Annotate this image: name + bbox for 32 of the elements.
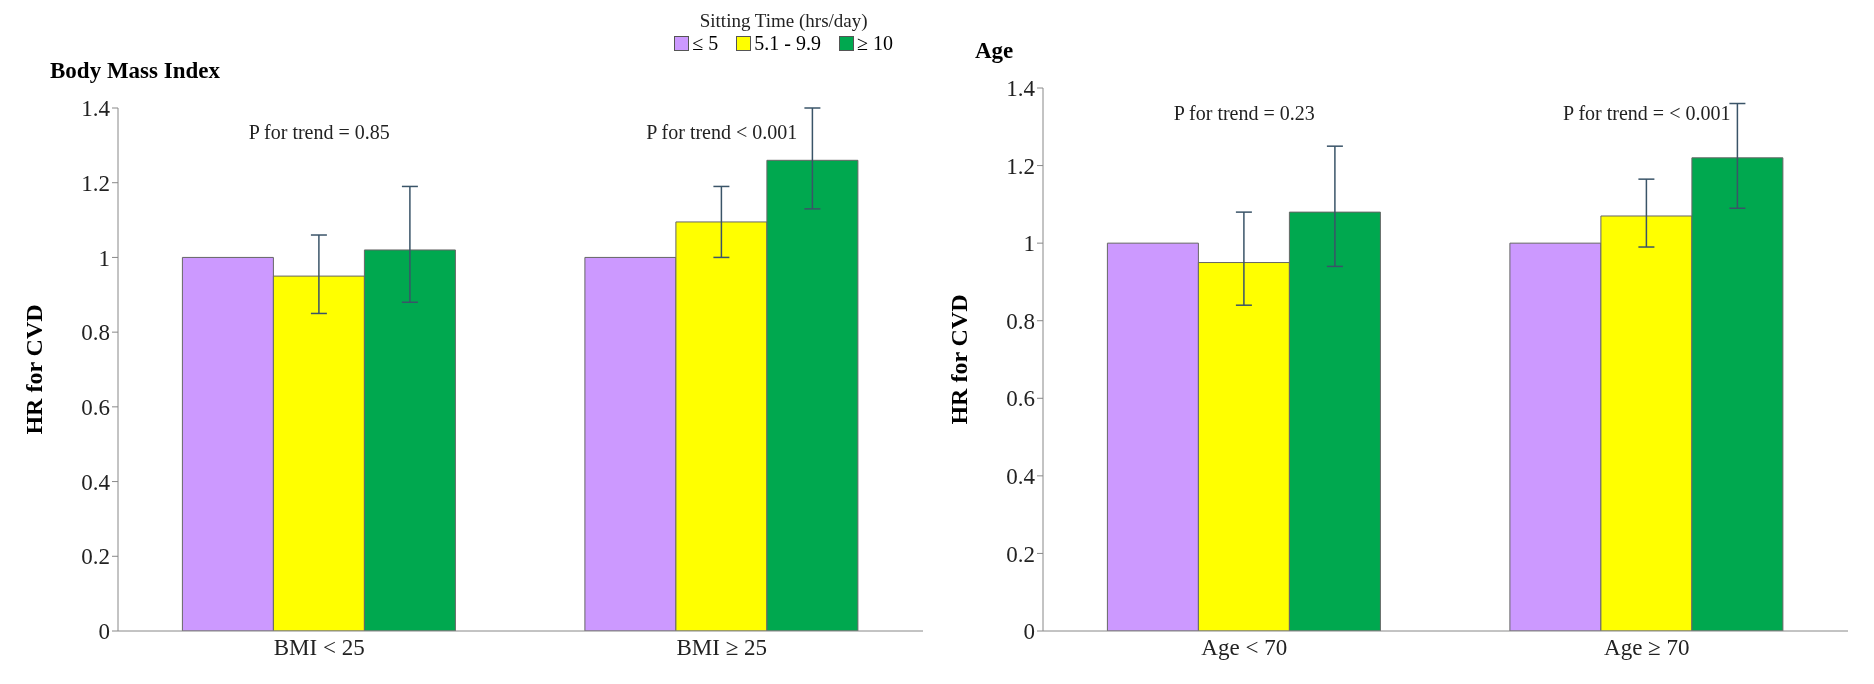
y-tick-label: 1.2 bbox=[81, 170, 110, 196]
legend-title: Sitting Time (hrs/day) bbox=[698, 10, 869, 32]
y-axis-title: HR for CVD bbox=[945, 294, 972, 425]
y-tick-label: 0.2 bbox=[1006, 541, 1035, 567]
y-tick-label: 1 bbox=[98, 245, 110, 271]
y-tick-label: 1 bbox=[1023, 231, 1035, 257]
y-axis-title: HR for CVD bbox=[20, 304, 47, 435]
annotation: P for trend = 0.23 bbox=[1173, 101, 1315, 124]
y-tick-label: 1.2 bbox=[1006, 153, 1035, 179]
annotation: P for trend = 0.85 bbox=[248, 120, 390, 143]
y-tick-label: 0.4 bbox=[1006, 464, 1036, 490]
legend-label: ≤ 5 bbox=[692, 32, 719, 55]
chart-title: Age bbox=[975, 38, 1014, 64]
y-tick-label: 0.8 bbox=[81, 320, 110, 346]
y-tick-label: 1.4 bbox=[1006, 76, 1036, 102]
x-tick-label: Age ≥ 70 bbox=[1604, 635, 1690, 661]
y-tick-label: 0.2 bbox=[81, 544, 110, 570]
annotation: P for trend < 0.001 bbox=[646, 120, 798, 143]
y-tick-label: 0.6 bbox=[81, 395, 110, 421]
chart-title: Body Mass Index bbox=[50, 58, 220, 84]
y-tick-label: 0.8 bbox=[1006, 308, 1035, 334]
annotation: P for trend = < 0.001 bbox=[1563, 101, 1731, 124]
legend-label: 5.1 - 9.9 bbox=[754, 32, 822, 55]
x-tick-label: BMI < 25 bbox=[273, 635, 365, 661]
x-tick-label: Age < 70 bbox=[1201, 635, 1288, 661]
y-tick-label: 0 bbox=[1023, 619, 1035, 645]
y-tick-label: 0.4 bbox=[81, 469, 111, 495]
y-tick-label: 0.6 bbox=[1006, 386, 1035, 412]
y-tick-label: 1.4 bbox=[81, 96, 111, 122]
x-tick-label: BMI ≥ 25 bbox=[676, 635, 768, 661]
legend-label: ≥ 10 bbox=[857, 32, 893, 55]
y-tick-label: 0 bbox=[98, 619, 110, 645]
